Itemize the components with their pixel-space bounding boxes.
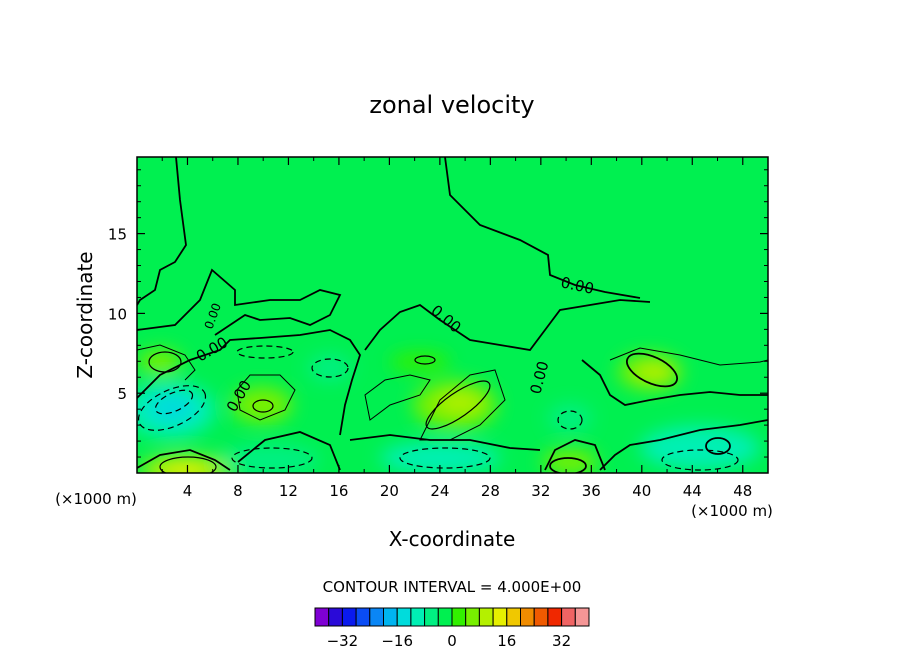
zero-contour-lower-left <box>137 329 361 436</box>
x-tick-label: 16 <box>329 482 348 500</box>
y-tick-label: 10 <box>108 305 127 323</box>
aux-contour-2 <box>236 374 296 421</box>
colorbar-swatch <box>561 607 576 627</box>
x-tick-label: 24 <box>430 482 449 500</box>
colorbar-swatch <box>424 607 439 627</box>
blob-neg-5 <box>640 426 760 470</box>
x-unit-right: (×1000 m) <box>691 502 773 520</box>
pos-contour-7 <box>705 437 731 455</box>
colorbar-swatch <box>410 607 426 627</box>
neg-contour-5 <box>557 410 583 430</box>
blob-neg-1-core <box>148 393 196 423</box>
x-axis-label: X-coordinate <box>389 527 516 551</box>
colorbar-swatch <box>383 607 398 627</box>
blob-pos-7 <box>390 352 450 372</box>
field-blobs <box>137 350 760 473</box>
x-tick-label: 20 <box>380 482 399 500</box>
neg-contour-2 <box>154 389 194 415</box>
x-tick-label: 12 <box>279 482 298 500</box>
x-tick-label: 28 <box>481 482 500 500</box>
colorbar-swatch <box>465 607 480 627</box>
pos-contour-4 <box>148 351 182 373</box>
pos-contour-5 <box>549 457 587 473</box>
y-axis: 5 10 15 <box>108 169 768 458</box>
plot-frame <box>136 156 769 474</box>
aux-contour-1 <box>137 344 196 381</box>
x-tick-label: 48 <box>733 482 752 500</box>
blob-pos-3-core <box>438 392 482 412</box>
blob-pos-6 <box>138 350 182 374</box>
colorbar-swatch <box>314 607 330 627</box>
colorbar-swatch <box>369 607 384 627</box>
neg-contour-1 <box>137 385 207 431</box>
x-tick-label: 32 <box>531 482 550 500</box>
colorbar <box>314 607 590 627</box>
zero-contour-mid-upper <box>444 157 641 299</box>
blob-neg-2 <box>220 444 320 473</box>
colorbar-ticks: −32 −16 0 16 32 <box>327 632 572 650</box>
x-axis: 4 8 12 16 20 24 28 32 36 40 44 48 <box>161 157 752 500</box>
zero-contour-right <box>581 359 768 406</box>
neg-contour-4 <box>399 447 491 469</box>
contour-field <box>137 157 768 473</box>
colorbar-swatch <box>328 607 343 627</box>
blob-neg-4 <box>548 404 592 432</box>
neg-contour-6 <box>661 449 739 471</box>
colorbar-swatch <box>341 607 357 627</box>
x-unit-left: (×1000 m) <box>55 490 137 508</box>
neg-contour-8 <box>236 345 294 359</box>
blob-pos-4 <box>542 450 598 473</box>
zero-contour-bottom-mid <box>237 431 341 471</box>
x-tick-label: 44 <box>683 482 702 500</box>
pos-contour-8 <box>414 355 436 365</box>
pos-contour-3 <box>252 399 274 413</box>
blob-pos-5-core <box>637 362 673 382</box>
colorbar-swatch <box>492 607 508 627</box>
zero-contour-bottom-right <box>544 439 606 471</box>
aux-contour-3 <box>419 369 506 441</box>
colorbar-swatch <box>478 607 494 627</box>
colorbar-tick-label: −32 <box>327 632 359 650</box>
x-tick-label: 40 <box>632 482 651 500</box>
x-tick-label: 4 <box>183 482 193 500</box>
colorbar-swatch <box>437 607 453 627</box>
neg-contour-3 <box>231 447 313 469</box>
y-axis-label: Z-coordinate <box>73 251 97 378</box>
colorbar-swatch <box>533 607 549 627</box>
colorbar-swatch <box>520 607 535 627</box>
colorbar-tick-label: 32 <box>552 632 571 650</box>
zero-contour-mid <box>364 299 651 351</box>
colorbar-swatch <box>506 607 521 627</box>
y-tick-label: 5 <box>117 385 127 403</box>
colorbar-swatch <box>355 607 371 627</box>
colorbar-tick-label: 16 <box>497 632 516 650</box>
blob-neg-6 <box>308 354 352 382</box>
colorbar-swatch <box>451 607 467 627</box>
x-tick-label: 8 <box>233 482 243 500</box>
colorbar-swatch <box>396 607 412 627</box>
zero-contour-bottom-left <box>137 449 231 471</box>
zero-contour-right-low <box>599 419 768 471</box>
zero-contour-left <box>137 157 187 306</box>
neg-contour-7 <box>311 358 349 378</box>
x-tick-label: 36 <box>582 482 601 500</box>
contour-interval-label: CONTOUR INTERVAL = 4.000E+00 <box>323 578 582 596</box>
contour-lines <box>137 157 768 473</box>
aux-contour-4 <box>609 347 768 366</box>
y-tick-label: 15 <box>108 226 127 244</box>
aux-contour-5 <box>364 374 431 421</box>
chart-title: zonal velocity <box>369 91 534 119</box>
colorbar-tick-label: −16 <box>381 632 413 650</box>
blob-pos-1-core <box>163 462 207 473</box>
pos-contour-1 <box>626 352 678 388</box>
colorbar-swatch <box>574 607 590 627</box>
pos-contour-6 <box>159 456 217 473</box>
zero-contour-canopy <box>137 268 342 336</box>
colorbar-swatch <box>547 607 563 627</box>
colorbar-tick-label: 0 <box>447 632 457 650</box>
blob-neg-3 <box>380 442 500 473</box>
